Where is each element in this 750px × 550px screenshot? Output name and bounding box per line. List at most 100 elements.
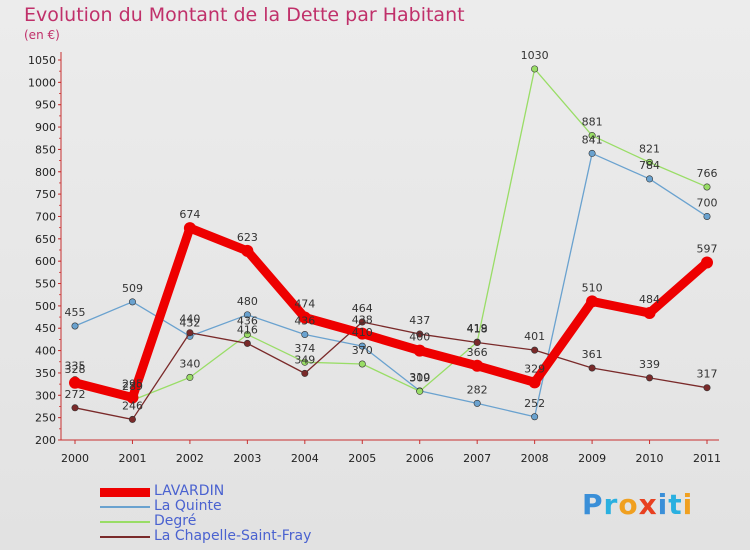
data-label: 370 [352,344,373,357]
data-label: 317 [697,368,718,381]
data-label: 252 [524,397,545,410]
proxiti-logo: Proxiti [582,488,694,521]
data-label: 821 [639,142,660,155]
data-label: 400 [409,331,430,344]
data-label: 335 [65,360,86,373]
data-point [358,342,366,350]
y-tick-label: 600 [35,255,56,268]
y-tick-label: 900 [35,121,56,134]
data-point [588,364,596,372]
data-label: 509 [122,282,143,295]
data-label: 361 [582,348,603,361]
x-tick-label: 2011 [693,452,721,465]
y-tick-label: 500 [35,300,56,313]
data-point [183,222,196,235]
data-point [301,358,309,366]
data-point [356,327,369,340]
x-tick-label: 2005 [348,452,376,465]
y-tick-label: 700 [35,210,56,223]
chart-subtitle: (en €) [24,28,60,42]
data-label: 329 [524,362,545,375]
data-label: 349 [294,353,315,366]
data-point [298,311,311,324]
y-tick-label: 800 [35,166,56,179]
x-tick-label: 2007 [463,452,491,465]
data-label: 474 [294,298,315,311]
data-point [528,376,541,389]
data-label: 841 [582,133,603,146]
legend-swatch [100,521,150,523]
data-point [301,330,309,338]
data-point [646,374,654,382]
data-label: 340 [179,357,200,370]
data-point [416,330,424,338]
data-label: 295 [122,378,143,391]
data-label: 366 [467,346,488,359]
data-point [588,132,596,140]
data-point [71,322,79,330]
data-label: 455 [65,306,86,319]
data-point [128,298,136,306]
data-point [531,413,539,421]
data-point [703,183,711,191]
data-point [241,244,254,257]
legend-swatch [100,487,150,497]
legend-label: La Quinte [154,498,222,514]
y-tick-label: 1050 [28,54,56,67]
data-point [69,376,81,389]
data-point [358,318,366,326]
x-tick-label: 2003 [233,452,261,465]
data-label: 419 [467,322,488,335]
y-tick-label: 450 [35,322,56,335]
data-label: 484 [639,293,660,306]
data-point [701,256,713,269]
data-point [703,212,711,220]
data-label: 440 [179,313,200,326]
x-tick-label: 2001 [118,452,146,465]
y-tick-label: 400 [35,345,56,358]
data-point [186,373,194,381]
data-point [473,339,481,347]
data-point [703,384,711,392]
y-tick-label: 650 [35,233,56,246]
x-tick-label: 2004 [291,452,319,465]
line-chart: 200 250 300 350 400 450 500 550 600 650 700 750 800 8… [28,49,721,465]
data-point [243,330,251,338]
y-tick-label: 250 [35,412,56,425]
series-line-3 [74,321,708,421]
data-label: 437 [409,314,430,327]
y-tick-label: 550 [35,278,56,291]
data-point [643,307,656,320]
data-point [358,360,366,368]
data-label: 597 [697,243,718,256]
data-point [243,311,251,319]
data-label: 246 [122,399,143,412]
x-tick-label: 2008 [521,452,549,465]
data-label: 309 [409,371,430,384]
data-label: 432 [179,316,200,329]
x-tick-label: 2010 [636,452,664,465]
chart-title: Evolution du Montant de la Dette par Hab… [24,4,465,26]
series-line-1 [74,152,708,418]
data-point [243,339,251,347]
y-tick-label: 750 [35,188,56,201]
data-label: 674 [179,208,200,221]
legend-label: La Chapelle-Saint-Fray [154,528,312,544]
y-tick-label: 300 [35,389,56,402]
data-point [413,344,426,357]
data-label: 436 [294,314,315,327]
legend-label: LAVARDIN [154,483,225,499]
data-point [471,359,484,372]
legend-swatch [100,536,150,538]
y-tick-label: 950 [35,99,56,112]
y-tick-label: 1000 [28,76,56,89]
data-label: 401 [524,330,545,343]
data-point [588,149,596,157]
data-label: 623 [237,231,258,244]
data-label: 464 [352,302,373,315]
data-label: 480 [237,295,258,308]
data-point [531,346,539,354]
data-label: 510 [582,281,603,294]
y-tick-label: 850 [35,143,56,156]
